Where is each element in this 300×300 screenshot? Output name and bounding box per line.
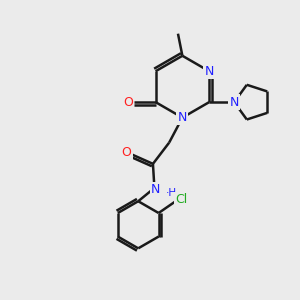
Text: ·H: ·H bbox=[166, 188, 177, 198]
Text: O: O bbox=[123, 96, 133, 109]
Text: N: N bbox=[151, 183, 160, 196]
Text: Cl: Cl bbox=[175, 193, 188, 206]
Text: N: N bbox=[205, 65, 214, 78]
Text: N: N bbox=[178, 111, 187, 124]
Text: O: O bbox=[122, 146, 131, 159]
Text: N: N bbox=[230, 96, 239, 109]
